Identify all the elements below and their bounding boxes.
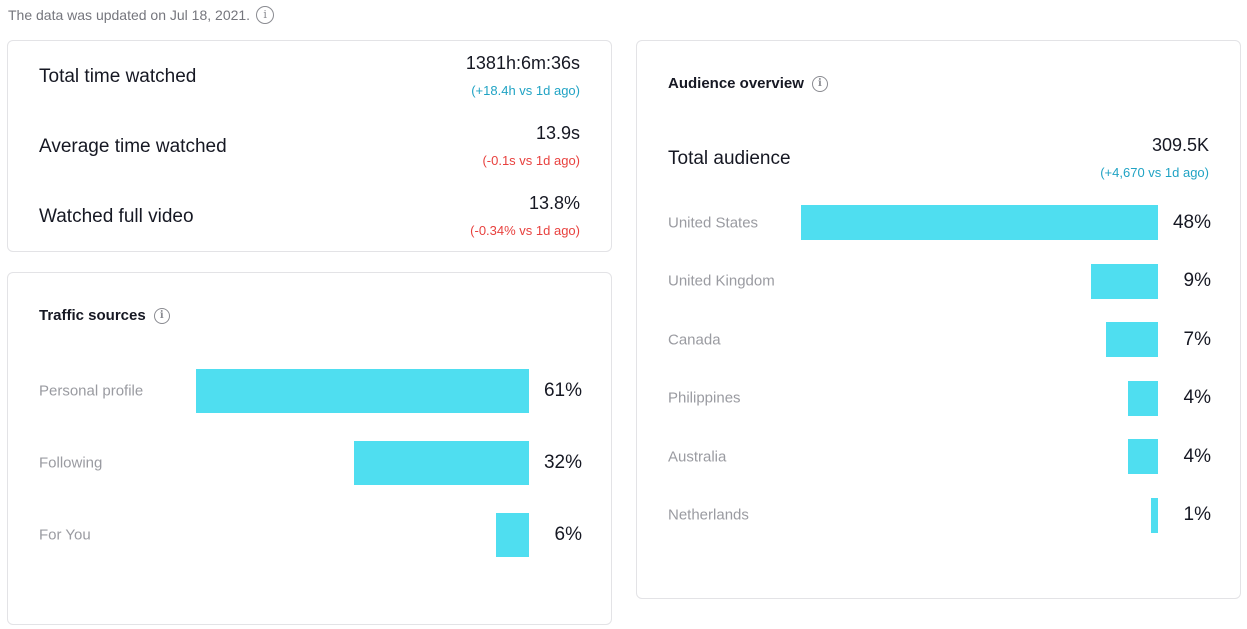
bar-label: United Kingdom	[668, 272, 775, 290]
bar-track	[668, 205, 1158, 240]
bar-fill[interactable]	[196, 369, 529, 413]
bar-percent: 9%	[1183, 270, 1211, 291]
total-audience-label: Total audience	[668, 148, 791, 169]
stat-delta: (-0.34% vs 1d ago)	[470, 223, 580, 238]
bar-track	[39, 369, 529, 413]
bar-track	[668, 380, 1158, 416]
bar-percent: 7%	[1183, 328, 1211, 350]
video-stats-card: Total time watched 1381h:6m:36s (+18.4h …	[7, 40, 612, 252]
bar-fill[interactable]	[1128, 439, 1158, 474]
stat-label: Total time watched	[39, 66, 197, 87]
traffic-sources-card: Traffic sources i Personal profile 61% Fol…	[7, 272, 612, 625]
stat-value: 13.9s	[535, 123, 580, 143]
bar-row: For You 6%	[39, 513, 582, 557]
bar-fill[interactable]	[496, 513, 529, 557]
stat-delta: (+18.4h vs 1d ago)	[471, 83, 580, 98]
bar-row: United States 48%	[668, 205, 1211, 240]
total-audience-value: 309.5K	[1151, 135, 1209, 155]
stat-value: 13.8%	[528, 193, 580, 213]
bar-row: United Kingdom 9%	[668, 263, 1211, 299]
bar-percent: 48%	[1172, 211, 1211, 233]
data-updated-notice: The data was updated on Jul 18, 2021. i	[8, 6, 275, 24]
bar-percent: 1%	[1183, 504, 1211, 525]
bar-track	[39, 441, 529, 485]
bar-fill[interactable]	[1128, 380, 1158, 416]
bar-track	[668, 263, 1158, 299]
traffic-sources-title: Traffic sources i	[39, 307, 170, 324]
bar-label: United States	[668, 214, 759, 231]
bar-fill[interactable]	[354, 441, 529, 485]
stat-total-time-watched: Total time watched 1381h:6m:36s (+18.4h …	[39, 41, 580, 98]
bar-percent: 61%	[543, 380, 582, 401]
bar-percent: 32%	[543, 452, 582, 473]
bar-label: Personal profile	[39, 382, 144, 400]
stat-value: 1381h:6m:36s	[465, 53, 580, 73]
bar-row: Philippines 4%	[668, 380, 1211, 416]
info-icon[interactable]: i	[256, 6, 275, 24]
bar-fill[interactable]	[1105, 322, 1158, 357]
stat-label: Average time watched	[39, 136, 227, 157]
stat-watched-full-video: Watched full video 13.8% (-0.34% vs 1d a…	[39, 181, 580, 238]
stat-delta: (-0.1s vs 1d ago)	[482, 153, 580, 168]
stat-label: Watched full video	[39, 206, 194, 227]
bar-percent: 6%	[554, 524, 582, 545]
bar-label: Netherlands	[668, 506, 749, 524]
bar-track	[668, 322, 1158, 357]
bar-label: Following	[39, 454, 103, 472]
bar-track	[668, 439, 1158, 474]
bar-label: Australia	[668, 448, 727, 465]
info-icon[interactable]: i	[811, 75, 828, 92]
bar-percent: 4%	[1183, 387, 1211, 408]
bar-track	[39, 513, 529, 557]
updated-text: The data was updated on Jul 18, 2021.	[8, 7, 251, 23]
bar-row: Netherlands 1%	[668, 497, 1211, 533]
bar-track	[668, 497, 1158, 533]
bar-label: For You	[39, 526, 91, 544]
total-audience-delta: (+4,670 vs 1d ago)	[1100, 165, 1209, 180]
bar-row: Australia 4%	[668, 439, 1211, 474]
bar-label: Canada	[668, 331, 721, 348]
section-title-text: Audience overview	[668, 75, 804, 92]
bar-percent: 4%	[1183, 445, 1211, 467]
info-icon[interactable]: i	[153, 307, 170, 324]
bar-fill[interactable]	[1150, 497, 1158, 533]
bar-row: Personal profile 61%	[39, 369, 582, 413]
bar-fill[interactable]	[801, 205, 1158, 240]
stat-average-time-watched: Average time watched 13.9s (-0.1s vs 1d …	[39, 111, 580, 168]
bar-label: Philippines	[668, 389, 741, 407]
bar-row: Canada 7%	[668, 322, 1211, 357]
section-title-text: Traffic sources	[39, 307, 146, 324]
audience-overview-title: Audience overview i	[668, 75, 828, 92]
bar-fill[interactable]	[1091, 263, 1158, 299]
audience-overview-card: Audience overview i Total audience 309.5…	[636, 40, 1241, 599]
bar-row: Following 32%	[39, 441, 582, 485]
